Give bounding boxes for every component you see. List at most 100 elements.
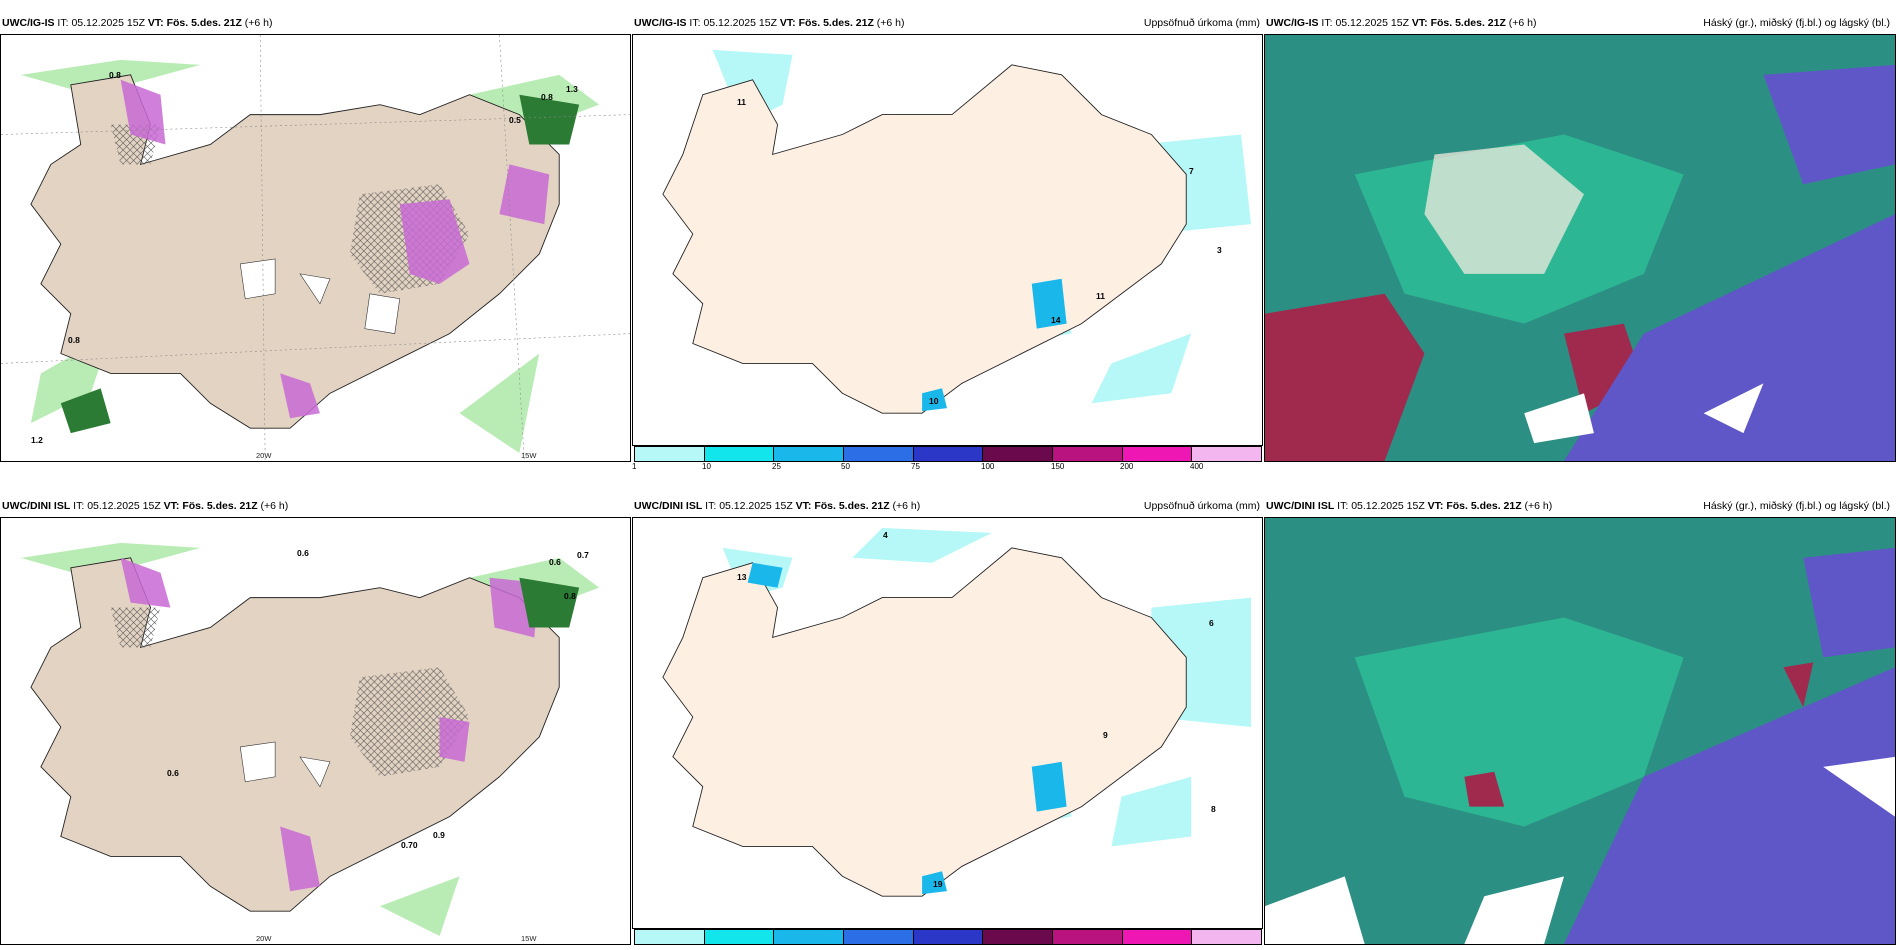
precip-heavy-areas: [922, 278, 1067, 412]
cb-label: 25: [772, 462, 781, 471]
clouds-map-svg: [1265, 547, 1895, 944]
hatched-area: [110, 124, 470, 294]
wind-label-5: 0.6: [167, 768, 179, 778]
wind-label-2: 0.6: [549, 557, 561, 567]
cb-cell: [1192, 930, 1262, 944]
colorbar-labels-bottom: [634, 945, 1262, 950]
vt-label: VT:: [1427, 500, 1444, 512]
cloud-green-areas: [1354, 617, 1684, 827]
clouds-map-svg: [1265, 64, 1895, 461]
it-label: IT:: [1337, 500, 1349, 512]
cb-cell: [913, 930, 984, 944]
cloud-blue-areas: [1564, 64, 1895, 461]
iceland-land: [30, 74, 560, 429]
precip-colorbar: [634, 446, 1262, 462]
vt-label: VT:: [1411, 17, 1428, 29]
precip-light-areas: [722, 527, 1252, 847]
cloud-red-areas: [1464, 662, 1814, 807]
cloud-red-areas: [1265, 293, 1644, 461]
land-visible: [1424, 144, 1584, 274]
precip-map: 11 11 14 10 7 3: [632, 34, 1263, 446]
cb-cell: [704, 930, 775, 944]
cb-cell: [1053, 447, 1123, 461]
wind-label-2: 0.8: [541, 92, 553, 102]
vt-value: Fös. 5.des. 21Z: [1446, 500, 1522, 512]
precip-label-3: 14: [1051, 315, 1061, 325]
colorbar-labels-top: 1 10 25 50 75 100 150 200 400: [632, 462, 1262, 474]
wind-label-4: 0.8: [564, 591, 576, 601]
precip-dark-green-cells: [519, 577, 580, 628]
it-value: 05.12.2025 15Z: [1335, 17, 1409, 29]
lead-time: (+6 h): [244, 17, 273, 29]
it-label: IT:: [705, 500, 717, 512]
wind-map: 0.8 0.8 0.5 1.3 0.8 1.2 20W 15W: [0, 34, 631, 462]
cb-cell: [1192, 447, 1262, 461]
vt-value: Fös. 5.des. 21Z: [166, 17, 242, 29]
wind-label-6: 1.2: [31, 435, 43, 445]
cb-label: 10: [702, 462, 711, 471]
precip-title: Uppsöfnuð úrkoma (mm): [1143, 500, 1260, 512]
vt-label: VT:: [147, 17, 164, 29]
vt-label: VT:: [163, 500, 180, 512]
panel-wind-bottom: UWC/DINI ISL IT: 05.12.2025 15Z VT: Fös.…: [0, 495, 632, 945]
precip-label-4: 10: [929, 396, 939, 406]
lead-time: (+6 h): [260, 500, 289, 512]
precip-colorbar: [634, 929, 1262, 945]
lon-20w: 20W: [256, 934, 272, 943]
it-label: IT:: [1321, 17, 1333, 29]
iceland-land: [662, 547, 1187, 897]
precip-label-4: 4: [883, 530, 888, 540]
wind-label-4: 1.3: [566, 84, 578, 94]
precip-map: 13 19 8 4 6 9: [632, 517, 1263, 929]
iceland-land: [30, 557, 560, 912]
cb-label: 150: [1051, 462, 1065, 471]
clouds-title: Háský (gr.), miðský (fj.bl.) og lágský (…: [1703, 17, 1890, 29]
panel-header: UWC/DINI ISL IT: 05.12.2025 15Z VT: Fös.…: [1264, 495, 1900, 517]
precip-label-5: 6: [1209, 618, 1214, 628]
precip-label-6: 3: [1217, 245, 1222, 255]
wind-label-5: 0.8: [68, 335, 80, 345]
wind-label-1: 0.6: [297, 548, 309, 558]
wind-label-6: 0.9: [433, 830, 445, 840]
cb-label: 100: [981, 462, 995, 471]
panel-header: UWC/DINI ISL IT: 05.12.2025 15Z VT: Fös.…: [0, 495, 632, 517]
it-label: IT:: [57, 17, 69, 29]
lon-15w: 15W: [521, 934, 537, 943]
cb-label: 50: [841, 462, 850, 471]
it-value: 05.12.2025 15Z: [87, 500, 161, 512]
cb-cell: [1053, 930, 1123, 944]
precip-dark-green-cells: [60, 94, 580, 434]
it-label: IT:: [73, 500, 85, 512]
cb-cell: [1122, 447, 1193, 461]
graticule: [1, 35, 630, 461]
vt-value: Fös. 5.des. 21Z: [182, 500, 258, 512]
it-label: IT:: [689, 17, 701, 29]
panel-header: UWC/DINI ISL IT: 05.12.2025 15Z VT: Fös.…: [632, 495, 1264, 517]
model-name: UWC/DINI ISL: [2, 500, 71, 512]
precip-purple-cells: [120, 557, 540, 892]
precip-purple-cells: [120, 79, 550, 419]
precip-label-2: 19: [933, 879, 943, 889]
panel-header: UWC/IG-IS IT: 05.12.2025 15Z VT: Fös. 5.…: [1264, 12, 1900, 34]
hatched-area: [110, 607, 470, 777]
wind-label-1: 0.8: [109, 70, 121, 80]
precip-light-areas: [712, 49, 1252, 404]
panel-header: UWC/IG-IS IT: 05.12.2025 15Z VT: Fös. 5.…: [632, 12, 1264, 34]
cb-label: 200: [1120, 462, 1134, 471]
lead-time: (+6 h): [892, 500, 921, 512]
wind-label-7: 0.70: [401, 840, 418, 850]
cb-label: 1: [632, 462, 637, 471]
panel-clouds-top: UWC/IG-IS IT: 05.12.2025 15Z VT: Fös. 5.…: [1264, 12, 1900, 462]
cb-cell: [635, 930, 705, 944]
wind-label-3: 0.5: [509, 115, 521, 125]
lon-15w: 15W: [521, 451, 537, 460]
model-name: UWC/DINI ISL: [1266, 500, 1335, 512]
precip-title: Uppsöfnuð úrkoma (mm): [1143, 17, 1260, 29]
lead-time: (+6 h): [876, 17, 905, 29]
cb-label: 400: [1190, 462, 1204, 471]
panel-clouds-bottom: UWC/DINI ISL IT: 05.12.2025 15Z VT: Fös.…: [1264, 495, 1900, 945]
cloud-blue-areas: [1564, 547, 1895, 944]
cb-cell: [983, 930, 1054, 944]
clouds-map: [1264, 34, 1896, 462]
wind-label-3: 0.7: [577, 550, 589, 560]
